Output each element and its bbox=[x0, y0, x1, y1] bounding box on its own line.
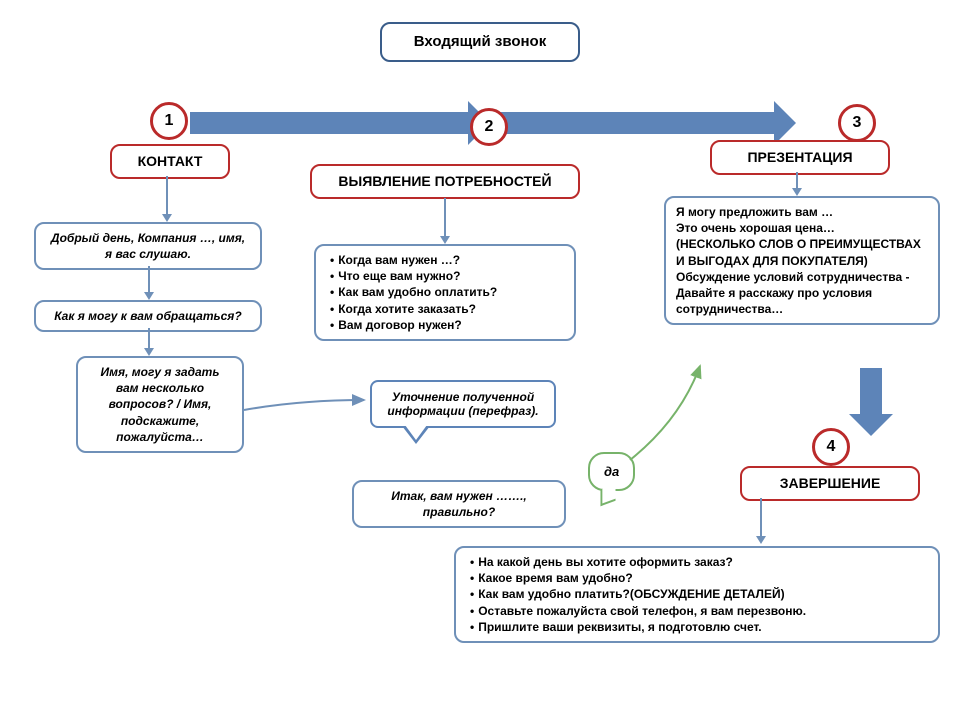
closing-item: Оставьте пожалуйста свой телефон, я вам … bbox=[470, 603, 928, 619]
presentation-box: Я могу предложить вам … Это очень хороша… bbox=[664, 196, 940, 325]
thin-arrow-1c bbox=[148, 328, 150, 350]
stage-1-label: КОНТАКТ bbox=[110, 144, 230, 179]
stage-4-label: ЗАВЕРШЕНИЕ bbox=[740, 466, 920, 501]
refine-callout: Уточнение полученной информации (перефра… bbox=[370, 380, 556, 428]
stage-2-label: ВЫЯВЛЕНИЕ ПОТРЕБНОСТЕЙ bbox=[310, 164, 580, 199]
needs-item: Вам договор нужен? bbox=[330, 317, 564, 333]
stage-3-circle: 3 bbox=[838, 104, 876, 142]
thin-arrow-1 bbox=[166, 176, 168, 216]
presentation-line: Обсуждение условий сотрудничества - Дава… bbox=[676, 269, 928, 318]
stage-1-circle: 1 bbox=[150, 102, 188, 140]
arrow-stage1-to-2 bbox=[190, 112, 468, 134]
stage-3-label: ПРЕЗЕНТАЦИЯ bbox=[710, 140, 890, 175]
yes-bubble: да bbox=[588, 452, 635, 491]
needs-bullets: Когда вам нужен …? Что еще вам нужно? Ка… bbox=[326, 252, 564, 333]
thin-arrow-1b bbox=[148, 266, 150, 294]
needs-item: Что еще вам нужно? bbox=[330, 268, 564, 284]
contact-box-3: Имя, могу я задать вам несколько вопросо… bbox=[76, 356, 244, 453]
presentation-line: Это очень хорошая цена… bbox=[676, 220, 928, 236]
closing-item: Пришлите ваши реквизиты, я подготовлю сч… bbox=[470, 619, 928, 635]
closing-box: На какой день вы хотите оформить заказ? … bbox=[454, 546, 940, 643]
stage-2-circle: 2 bbox=[470, 108, 508, 146]
thin-arrow-3 bbox=[796, 172, 798, 190]
closing-item: На какой день вы хотите оформить заказ? bbox=[470, 554, 928, 570]
arrow-stage3-to-4 bbox=[860, 368, 882, 414]
thin-arrow-4 bbox=[760, 498, 762, 538]
diagram-title: Входящий звонок bbox=[380, 22, 580, 62]
needs-item: Как вам удобно оплатить? bbox=[330, 284, 564, 300]
contact-box-1: Добрый день, Компания …, имя, я вас слуш… bbox=[34, 222, 262, 270]
stage-4-circle: 4 bbox=[812, 428, 850, 466]
needs-item: Когда вам нужен …? bbox=[330, 252, 564, 268]
needs-box: Когда вам нужен …? Что еще вам нужно? Ка… bbox=[314, 244, 576, 341]
thin-arrow-2 bbox=[444, 198, 446, 238]
presentation-line: Я могу предложить вам … bbox=[676, 204, 928, 220]
confirm-box: Итак, вам нужен ……., правильно? bbox=[352, 480, 566, 528]
closing-item: Какое время вам удобно? bbox=[470, 570, 928, 586]
closing-bullets: На какой день вы хотите оформить заказ? … bbox=[466, 554, 928, 635]
closing-item: Как вам удобно платить?(ОБСУЖДЕНИЕ ДЕТАЛ… bbox=[470, 586, 928, 602]
presentation-line: (НЕСКОЛЬКО СЛОВ О ПРЕИМУЩЕСТВАХ И ВЫГОДА… bbox=[676, 236, 928, 268]
needs-item: Когда хотите заказать? bbox=[330, 301, 564, 317]
arrow-stage2-to-3 bbox=[494, 112, 774, 134]
